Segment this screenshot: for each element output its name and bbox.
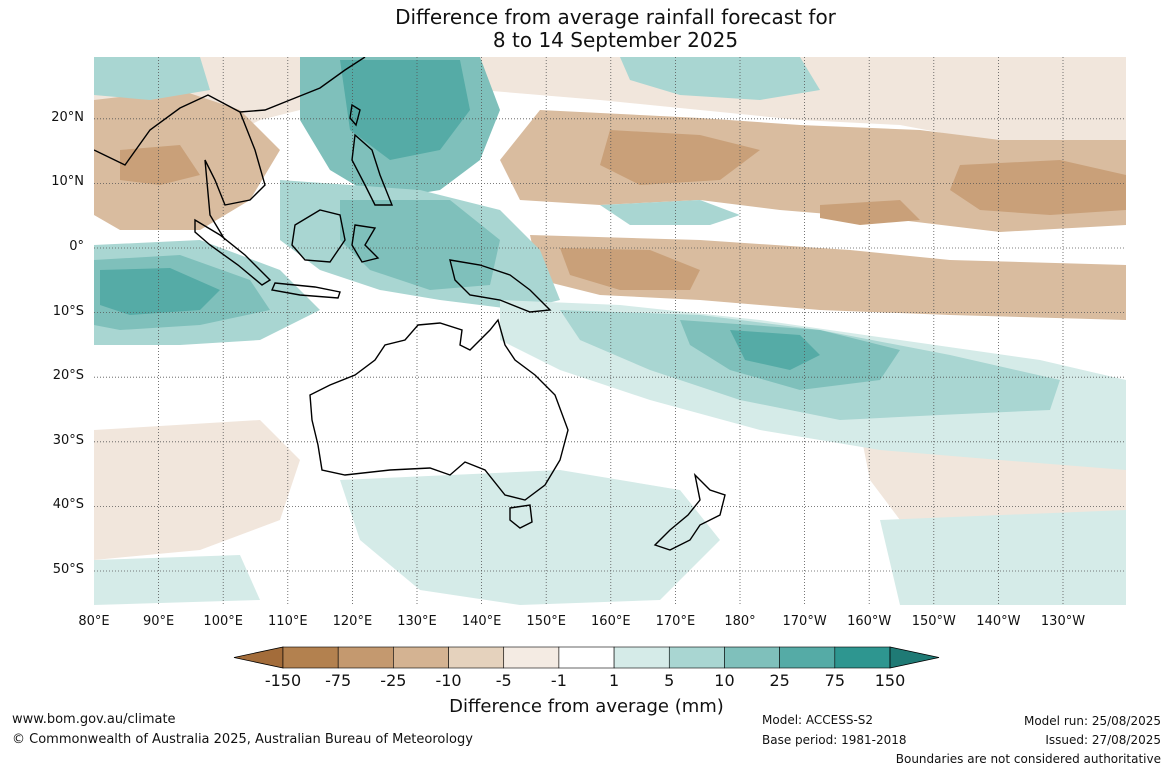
colorbar-swatch <box>668 646 725 669</box>
australia-coastline <box>309 318 569 501</box>
longitude-label: 130°W <box>1040 614 1086 629</box>
mainland-asia-coastline <box>94 57 366 241</box>
longitude-label: 160°W <box>847 614 892 629</box>
new-guinea-coastline <box>449 259 552 313</box>
colorbar-swatch <box>503 646 560 669</box>
wet-region <box>620 57 820 100</box>
colorbar-tick-label: -5 <box>495 671 512 690</box>
sumatra-coastline <box>194 218 272 286</box>
website-link[interactable]: www.bom.gov.au/climate <box>12 712 176 727</box>
model-run-date: Model run: 25/08/2025 <box>1023 714 1161 728</box>
dry-region <box>120 145 200 185</box>
colorbar-tick-label: 75 <box>824 671 845 690</box>
wet-region <box>94 57 210 100</box>
colorbar-tick-label: -10 <box>435 671 462 690</box>
colorbar-swatch <box>282 646 339 669</box>
map-title-line-1: Difference from average rainfall forecas… <box>395 5 836 29</box>
model-name: Model: ACCESS-S2 <box>762 713 874 727</box>
longitude-label: 150°E <box>526 614 566 629</box>
colorbar-tick-label: 10 <box>714 671 735 690</box>
colorbar-tick-label: -75 <box>325 671 352 690</box>
coastlines <box>94 57 726 551</box>
dry-region <box>530 235 1126 320</box>
wet-region <box>100 268 220 315</box>
longitude-label: 90°E <box>142 614 175 629</box>
tasmania-coastline <box>509 504 533 529</box>
colorbar-tick-label: 5 <box>664 671 675 690</box>
colorbar-extend-high <box>889 646 940 669</box>
copyright-text: © Commonwealth of Australia 2025, Austra… <box>12 732 473 747</box>
colorbar-tick-label: -150 <box>264 671 302 690</box>
wet-region <box>880 510 1126 605</box>
longitude-label: 180° <box>724 614 756 629</box>
colorbar-swatch <box>393 646 449 669</box>
new-zealand-coastline <box>653 472 726 551</box>
latitude-label: 30°S <box>52 432 84 448</box>
longitude-label: 140°E <box>461 614 502 629</box>
colorbar-tick-label: -1 <box>550 671 567 690</box>
longitude-label: 170°W <box>782 614 827 629</box>
longitude-label: 110°E <box>268 614 308 629</box>
latitude-label: 50°S <box>52 562 84 577</box>
colorbar-swatch <box>613 646 670 669</box>
longitude-label: 130°E <box>397 614 437 629</box>
colorbar-tick-label: 1 <box>608 671 620 690</box>
longitude-label: 140°W <box>976 614 1021 629</box>
latitude-label: 10°S <box>52 303 84 319</box>
wet-region <box>340 60 470 160</box>
wet-region <box>730 330 820 370</box>
dry-region <box>560 248 700 290</box>
colorbar-title: Difference from average (mm) <box>449 696 724 717</box>
borneo-coastline <box>291 209 346 263</box>
wet-region <box>340 200 500 290</box>
graticule <box>94 57 1126 605</box>
colorbar-swatch <box>724 646 780 669</box>
latitude-label: 0° <box>69 239 84 254</box>
map-title-line-2: 8 to 14 September 2025 <box>492 28 739 52</box>
colorbar-swatch <box>834 646 891 669</box>
wet-region <box>600 200 740 225</box>
base-period: Base period: 1981-2018 <box>762 733 907 747</box>
taiwan-coastline <box>349 103 361 127</box>
colorbar-tick-label: -25 <box>380 671 407 690</box>
philippines-coastline <box>351 133 394 206</box>
colorbar-extend-low <box>233 646 284 669</box>
latitude-label: 40°S <box>52 497 84 513</box>
longitude-label: 150°W <box>911 614 956 629</box>
dry-region <box>950 160 1126 215</box>
rainfall-anomaly-layer <box>94 57 1126 605</box>
colorbar-swatch <box>558 646 615 669</box>
latitude-label: 20°N <box>51 109 84 125</box>
longitude-label: 100°E <box>203 614 243 629</box>
colorbar-swatch <box>779 646 836 669</box>
longitude-label: 170°E <box>655 614 696 629</box>
colorbar-tick-label: 25 <box>769 671 790 690</box>
dry-region <box>94 420 300 560</box>
colorbar-swatch <box>448 646 505 669</box>
dry-region <box>600 130 760 185</box>
boundaries-disclaimer: Boundaries are not considered authoritat… <box>895 752 1161 766</box>
longitude-label: 120°E <box>332 614 373 629</box>
longitude-label: 80°E <box>78 614 110 629</box>
sulawesi-coastline <box>351 224 380 263</box>
java-coastline <box>271 282 341 299</box>
colorbar-tick-label: 150 <box>874 671 906 690</box>
latitude-label: 10°N <box>51 174 84 190</box>
dry-region <box>820 200 920 225</box>
issued-date: Issued: 27/08/2025 <box>1045 733 1161 747</box>
wet-region <box>94 555 260 605</box>
latitude-label: 20°S <box>52 368 84 384</box>
longitude-label: 160°E <box>591 614 631 629</box>
colorbar-swatch <box>337 646 394 669</box>
